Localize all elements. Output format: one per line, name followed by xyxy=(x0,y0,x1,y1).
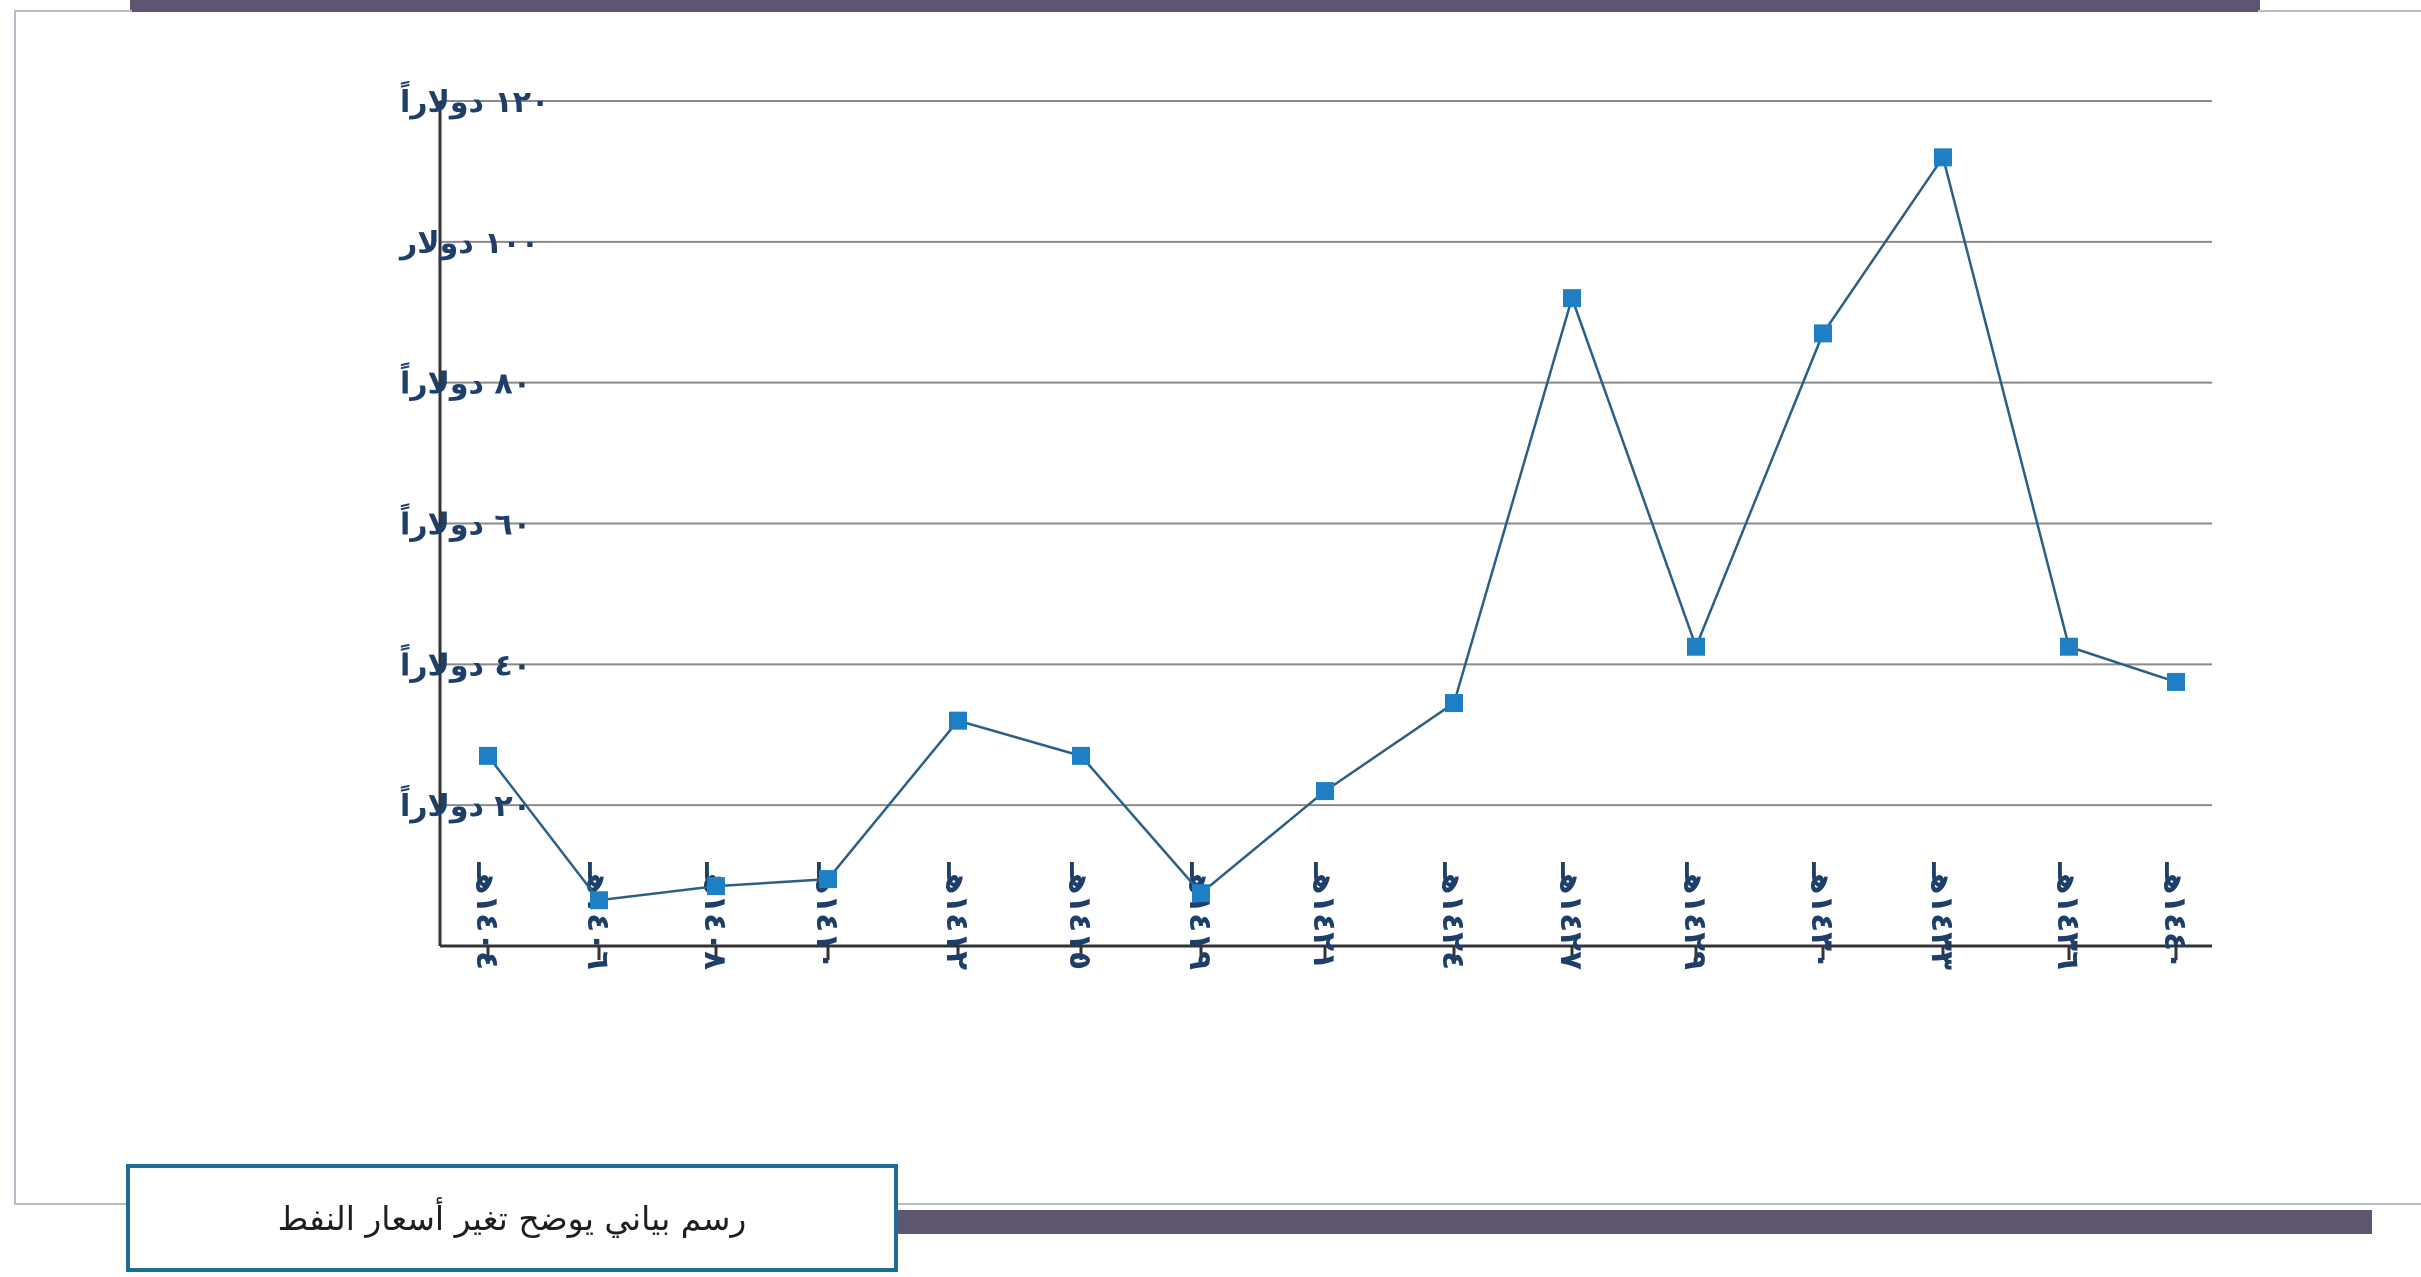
data-point-marker xyxy=(1316,782,1334,801)
data-point-marker xyxy=(1687,637,1705,656)
data-point-marker xyxy=(479,746,497,765)
y-tick-label: ٢٠ دولاراً xyxy=(400,785,531,825)
data-point-marker xyxy=(819,870,837,889)
chart-caption: رسم بياني يوضح تغير أسعار النفط xyxy=(277,1198,747,1238)
x-tick-label: ١٤٢١هـ xyxy=(1306,861,1342,970)
x-tick-label: ١٤٢٩هـ xyxy=(1677,861,1713,970)
x-tick-label: ١٤٤٠هـ xyxy=(2157,861,2193,970)
x-tick-label: ١٤٣٦هـ xyxy=(2050,861,2086,970)
data-point-marker xyxy=(590,891,608,910)
data-point-marker xyxy=(1192,884,1210,903)
data-point-marker xyxy=(1445,694,1463,713)
frame-top-right-edge xyxy=(2258,10,2421,12)
frame-top-left-edge xyxy=(14,10,132,12)
data-point-marker xyxy=(1814,324,1832,343)
series-layer xyxy=(479,148,2185,910)
x-tick-label: ١٤٣٠هـ xyxy=(1804,861,1840,970)
chart-caption-box: رسم بياني يوضح تغير أسعار النفط xyxy=(126,1164,898,1272)
chart-frame xyxy=(14,10,2421,1205)
x-tick-label: ١٤٠٤هـ xyxy=(469,861,505,970)
y-tick-label: ٦٠ دولاراً xyxy=(400,503,531,543)
y-tick-labels: ٢٠ دولاراً ٤٠ دولاراً ٦٠ دولاراً ٨٠ دولاراً… xyxy=(398,80,549,824)
y-tick-label: ١٢٠ دولاراً xyxy=(400,80,549,120)
y-tick-label: ٨٠ دولاراً xyxy=(400,362,531,402)
bottom-decor-bar xyxy=(890,1210,2372,1234)
data-point-marker xyxy=(2167,672,2185,691)
x-tick-label: ١٤٢٧هـ xyxy=(1553,861,1589,970)
x-tick-label: ١٤١٢هـ xyxy=(939,861,975,970)
x-tick-label: ١٤١٥هـ xyxy=(1062,861,1098,970)
axis-layer xyxy=(438,101,2212,960)
data-point-marker xyxy=(1563,289,1581,308)
grid-layer xyxy=(440,100,2212,807)
x-tick-label: ١٤٢٤هـ xyxy=(1435,861,1471,970)
data-point-marker xyxy=(707,877,725,896)
y-tick-label: ٤٠ دولاراً xyxy=(400,644,531,684)
x-tick-labels: ١٤٠٤هـ١٤٠٦هـ١٤٠٨هـ١٤١٠هـ١٤١٢هـ١٤١٥هـ١٤١٩… xyxy=(469,861,2193,970)
x-tick-label: ١٤٠٦هـ xyxy=(580,861,616,970)
data-point-marker xyxy=(1934,148,1952,167)
x-tick-label: ١٤٣٣هـ xyxy=(1924,861,1960,970)
top-decor-bar xyxy=(130,0,2260,12)
data-point-marker xyxy=(1072,746,1090,765)
y-tick-label: ١٠٠ دولار xyxy=(398,226,539,261)
data-point-marker xyxy=(949,711,967,730)
data-point-marker xyxy=(2060,637,2078,656)
